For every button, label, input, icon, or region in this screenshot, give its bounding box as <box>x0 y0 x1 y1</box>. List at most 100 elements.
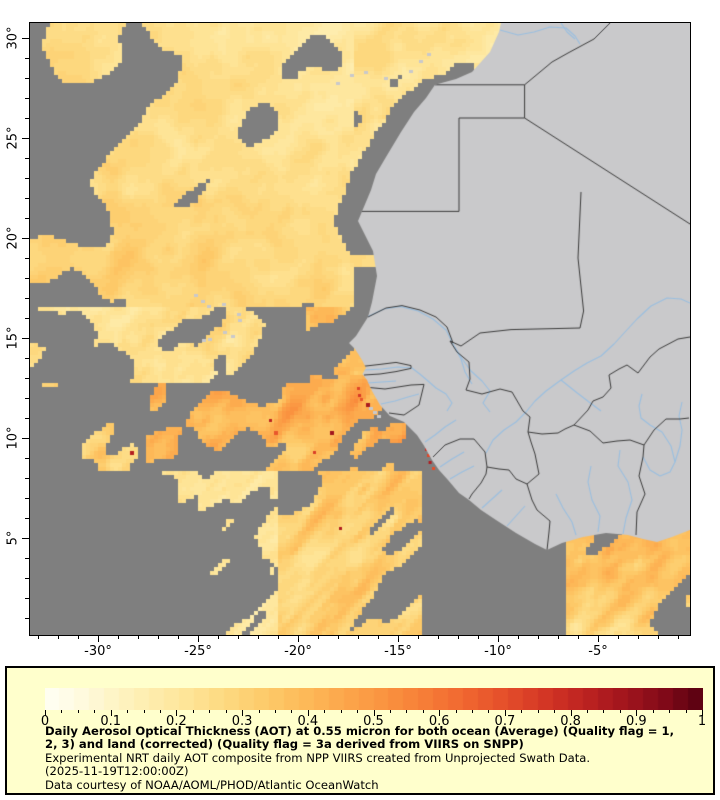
legend-text: Daily Aerosol Optical Thickness (AOT) at… <box>45 724 690 792</box>
colorbar-tick-major <box>45 710 46 716</box>
lon-tick-minor <box>77 636 79 639</box>
colorbar-tick-minor <box>143 710 145 713</box>
colorbar-tick-minor <box>488 710 490 713</box>
lat-tick-minor <box>25 597 29 599</box>
colorbar-tick-minor <box>192 710 194 713</box>
colorbar-tick-minor <box>472 710 474 713</box>
lon-tick-minor <box>517 636 519 639</box>
lat-tick-minor <box>25 197 29 199</box>
lon-tick-label: -30° <box>84 644 112 659</box>
lon-tick-major <box>397 636 399 642</box>
lon-tick-minor <box>417 636 419 639</box>
colorbar-gradient <box>45 688 703 710</box>
lon-tick-major <box>97 636 99 642</box>
colorbar-tick-label: 0.7 <box>494 714 516 729</box>
lon-tick-minor <box>657 636 659 639</box>
lon-tick-minor <box>257 636 259 639</box>
lon-tick-minor <box>377 636 379 639</box>
colorbar-tick-minor <box>521 710 523 713</box>
lat-tick-major <box>22 337 29 339</box>
lon-tick-major <box>197 636 199 642</box>
lon-tick-minor <box>357 636 359 639</box>
colorbar-tick-major <box>242 710 244 716</box>
lat-tick-minor <box>25 257 29 259</box>
colorbar-tick-label: 0.4 <box>297 714 319 729</box>
colorbar-tick-minor <box>587 710 589 713</box>
lon-tick-minor <box>617 636 619 639</box>
lon-tick-major <box>597 636 599 642</box>
lat-tick-minor <box>25 317 29 319</box>
lat-tick-major <box>22 137 29 139</box>
colorbar-tick-label: 0.5 <box>363 714 384 729</box>
lon-tick-minor <box>477 636 479 639</box>
colorbar-tick-label: 0.8 <box>560 714 581 729</box>
colorbar-tick-major <box>702 710 703 716</box>
lat-tick-label: 25° <box>5 126 21 150</box>
lat-tick-label: 10° <box>5 426 21 450</box>
colorbar-tick-minor <box>209 710 211 713</box>
lon-tick-minor <box>637 636 639 639</box>
lon-tick-minor <box>237 636 239 639</box>
legend-timestamp: (2025-11-19T12:00:00Z) <box>45 764 189 779</box>
lon-tick-major <box>297 636 299 642</box>
colorbar-tick-minor <box>258 710 260 713</box>
lat-tick-label: 20° <box>5 226 21 250</box>
colorbar-tick-major <box>176 710 178 716</box>
colorbar-tick-minor <box>340 710 342 713</box>
lon-tick-minor <box>217 636 219 639</box>
legend-box: 0 0.1 0.2 0.3 0.4 0.5 0.6 0.7 0.8 0.9 1 Daily Aero… <box>5 666 715 795</box>
lon-tick-label: -15° <box>384 644 412 659</box>
colorbar-tick-label: 0.9 <box>625 714 647 729</box>
colorbar-tick-major <box>307 710 309 716</box>
colorbar-tick-label: 0 <box>40 714 50 729</box>
colorbar-tick-major <box>504 710 506 716</box>
colorbar-tick-minor <box>159 710 161 713</box>
lon-tick-minor <box>277 636 279 639</box>
colorbar-tick-minor <box>94 710 96 713</box>
lat-tick-minor <box>25 57 29 59</box>
lon-tick-minor <box>157 636 159 639</box>
aot-map-raster <box>30 23 690 635</box>
colorbar-tick-minor <box>537 710 539 713</box>
lon-tick-label: -20° <box>284 644 312 659</box>
lat-tick-label: 15° <box>5 326 21 350</box>
colorbar-tick-minor <box>554 710 556 713</box>
colorbar-tick-major <box>110 710 112 716</box>
colorbar-tick-minor <box>274 710 276 713</box>
lat-tick-minor <box>25 117 29 119</box>
lon-tick-minor <box>437 636 439 639</box>
lat-tick-minor <box>25 297 29 299</box>
colorbar-tick-minor <box>685 710 687 713</box>
lat-tick-minor <box>25 477 29 479</box>
colorbar-tick-minor <box>389 710 391 713</box>
lat-tick-minor <box>25 77 29 79</box>
lat-tick-minor <box>25 497 29 499</box>
lat-tick-major <box>22 37 29 39</box>
lat-tick-label: 30° <box>5 26 21 50</box>
lon-tick-minor <box>317 636 319 639</box>
colorbar-tick-minor <box>669 710 671 713</box>
legend-subtitle: Experimental NRT daily AOT composite fro… <box>45 750 591 765</box>
colorbar-tick-label: 0.1 <box>100 714 122 729</box>
colorbar-tick-label: 0.2 <box>166 714 187 729</box>
lat-tick-minor <box>25 277 29 279</box>
lat-tick-minor <box>25 97 29 99</box>
colorbar-tick-minor <box>225 710 227 713</box>
lon-tick-minor <box>577 636 579 639</box>
colorbar-tick-minor <box>652 710 654 713</box>
colorbar-tick-minor <box>406 710 408 713</box>
lat-tick-minor <box>25 377 29 379</box>
colorbar-tick-label: 0.6 <box>428 714 450 729</box>
lon-tick-minor <box>537 636 539 639</box>
lat-tick-minor <box>25 217 29 219</box>
lat-tick-minor <box>25 457 29 459</box>
lon-tick-minor <box>57 636 59 639</box>
lat-tick-minor <box>25 397 29 399</box>
colorbar-tick-minor <box>77 710 79 713</box>
colorbar-tick-minor <box>603 710 605 713</box>
lat-tick-major <box>22 237 29 239</box>
colorbar-tick-minor <box>619 710 621 713</box>
lat-tick-major <box>22 437 29 439</box>
lon-tick-minor <box>557 636 559 639</box>
